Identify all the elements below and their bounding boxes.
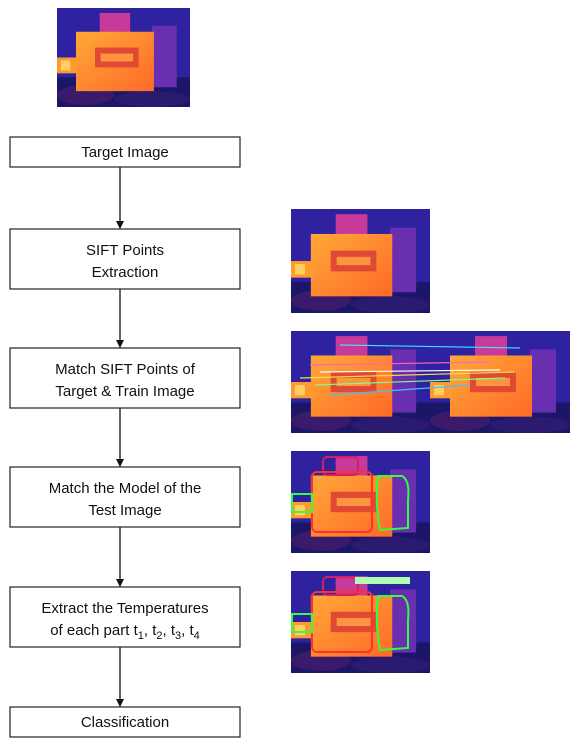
sift-thermal-image: [291, 209, 430, 313]
box-label: Match SIFT Points of: [55, 361, 196, 378]
label-part: of each part t: [50, 622, 138, 639]
box-label: Extraction: [92, 264, 159, 281]
label-part: , t: [144, 622, 157, 639]
box-label: Target Image: [81, 144, 169, 161]
box-label: Test Image: [88, 502, 161, 519]
subscript: 4: [194, 630, 200, 642]
match-thermal-image: [291, 331, 570, 433]
box-label: Extract the Temperatures: [41, 600, 208, 617]
model-thermal-image: [291, 451, 430, 553]
target-thermal-image: [57, 8, 190, 107]
flowchart: Target Image SIFT Points Extraction Matc…: [0, 0, 570, 740]
label-part: , t: [181, 622, 194, 639]
box-label: Match the Model of the: [49, 480, 202, 497]
temperature-thermal-image: [291, 571, 430, 673]
box-label: Target & Train Image: [55, 383, 194, 400]
label-part: , t: [163, 622, 176, 639]
box-label: Classification: [81, 714, 169, 731]
page: Target Image SIFT Points Extraction Matc…: [0, 0, 570, 740]
box-label: SIFT Points: [86, 242, 164, 259]
